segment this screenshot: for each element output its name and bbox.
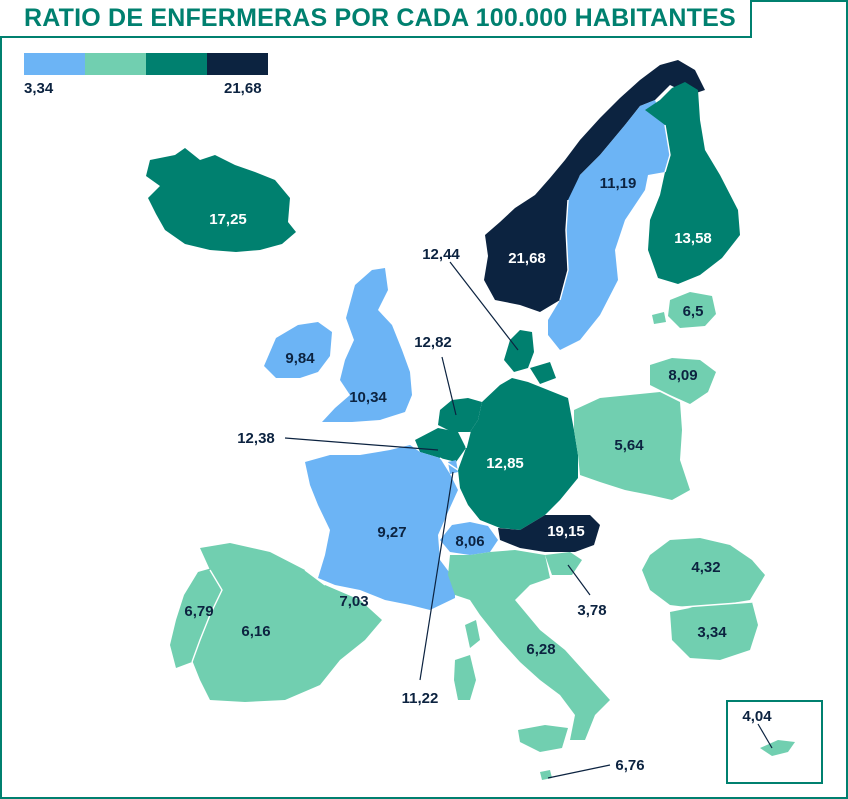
region-poland[interactable] <box>574 392 690 500</box>
value-denmark: 12,44 <box>422 246 460 263</box>
region-switzerland[interactable] <box>440 522 498 555</box>
region-estonia[interactable] <box>668 292 716 328</box>
region-austria[interactable] <box>498 515 600 552</box>
legend-min-label: 3,34 <box>24 80 54 97</box>
value-romania: 4,32 <box>691 559 720 576</box>
color-legend <box>24 53 268 75</box>
value-belgium: 12,38 <box>237 430 275 447</box>
region-malta[interactable] <box>540 770 552 780</box>
value-sweden: 11,19 <box>600 175 637 192</box>
region-corsica[interactable] <box>465 620 480 648</box>
legend-max-label: 21,68 <box>224 80 262 97</box>
region-uk[interactable] <box>322 268 412 422</box>
value-cyprus: 4,04 <box>742 708 772 725</box>
value-spain: 6,16 <box>241 623 270 640</box>
value-estonia: 6,5 <box>683 303 704 320</box>
region-ireland[interactable] <box>264 322 332 378</box>
region-belgium[interactable] <box>415 428 466 462</box>
region-latvia[interactable] <box>650 358 716 404</box>
value-france: 9,27 <box>377 524 406 541</box>
value-switzerland: 8,06 <box>455 533 484 550</box>
value-ireland: 9,84 <box>285 350 315 367</box>
region-netherlands[interactable] <box>438 398 482 432</box>
region-france[interactable] <box>305 445 458 610</box>
legend-swatch-1 <box>24 53 85 75</box>
value-andorra: 7,03 <box>339 593 368 610</box>
region-romania[interactable] <box>642 538 765 608</box>
value-bulgaria: 3,34 <box>697 624 727 641</box>
region-spain[interactable] <box>192 543 382 702</box>
legend-swatch-4 <box>207 53 268 75</box>
region-slovenia[interactable] <box>545 552 582 575</box>
value-finland: 13,58 <box>674 230 712 247</box>
value-luxembourg: 11,22 <box>402 690 439 707</box>
legend-swatch-3 <box>146 53 207 75</box>
value-austria: 19,15 <box>547 523 585 540</box>
title-box: RATIO DE ENFERMERAS POR CADA 100.000 HAB… <box>0 0 752 38</box>
region-italy[interactable] <box>448 550 610 740</box>
region-cyprus[interactable] <box>760 740 795 756</box>
region-denmark[interactable] <box>504 330 534 372</box>
value-uk: 10,34 <box>349 389 387 406</box>
legend-swatch-2 <box>85 53 146 75</box>
region-denmark-island[interactable] <box>530 362 556 384</box>
value-iceland: 17,25 <box>209 211 247 228</box>
value-latvia: 8,09 <box>668 367 697 384</box>
region-iceland[interactable] <box>146 148 296 252</box>
value-netherlands: 12,82 <box>414 334 452 351</box>
region-norway[interactable] <box>484 60 705 312</box>
value-norway: 21,68 <box>508 250 546 267</box>
region-sardinia[interactable] <box>454 655 476 700</box>
value-slovenia: 3,78 <box>577 602 606 619</box>
value-italy: 6,28 <box>526 641 555 658</box>
value-malta: 6,76 <box>615 757 644 774</box>
map-title: RATIO DE ENFERMERAS POR CADA 100.000 HAB… <box>24 3 736 32</box>
region-germany[interactable] <box>458 378 578 530</box>
region-sicily[interactable] <box>518 725 568 752</box>
cyprus-inset-box <box>726 700 823 784</box>
region-portugal[interactable] <box>170 568 222 668</box>
region-sweden[interactable] <box>548 100 670 350</box>
region-bulgaria[interactable] <box>670 602 758 660</box>
value-portugal: 6,79 <box>184 603 213 620</box>
region-finland[interactable] <box>645 82 740 284</box>
value-germany: 12,85 <box>486 455 524 472</box>
region-estonia-island[interactable] <box>652 312 666 324</box>
value-poland: 5,64 <box>614 437 644 454</box>
